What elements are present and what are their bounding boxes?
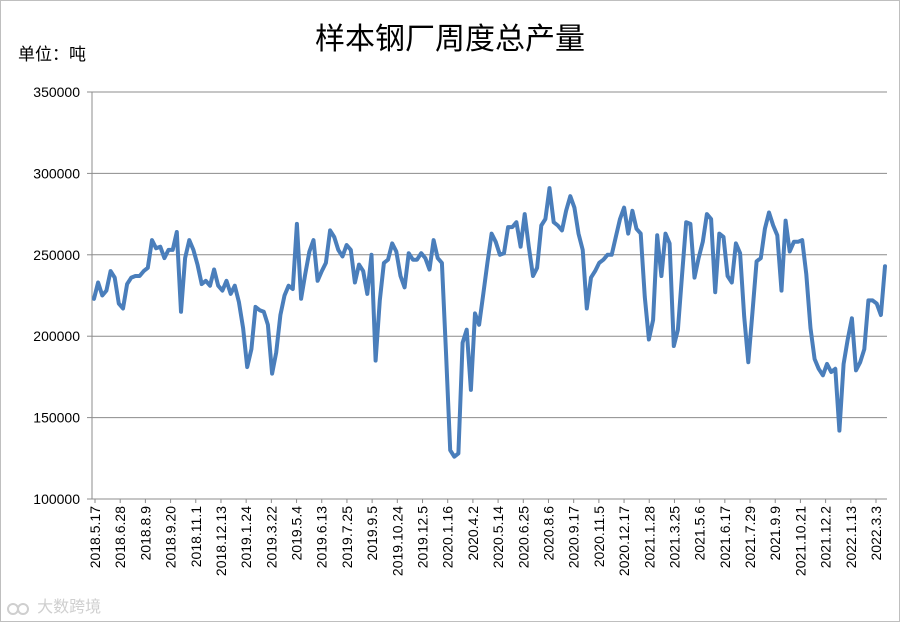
watermark-text: 大数跨境 [37,597,102,616]
x-tick-label: 2021.7.29 [742,506,758,568]
y-tick-label: 150000 [33,410,80,426]
y-tick-label: 250000 [33,247,80,263]
x-tick-label: 2019.7.25 [339,506,355,568]
x-tick-label: 2018.8.9 [137,506,153,561]
x-tick-label: 2022.3.3 [868,506,884,561]
y-tick-label: 200000 [33,328,80,344]
grid-lines [92,91,887,500]
y-tick-label: 350000 [33,84,80,100]
series-line [92,186,887,459]
unit-label: 单位：吨 [18,45,86,65]
series-layer [92,186,887,459]
x-tick-label: 2021.1.28 [641,506,657,568]
x-tick-label: 2020.5.14 [490,506,506,568]
x-tick-label: 2019.5.4 [289,506,305,561]
x-tick-label: 2020.1.16 [440,506,456,568]
x-tick-label: 2019.10.24 [389,506,405,576]
x-tick-label: 2021.10.21 [792,506,808,576]
x-tick-label: 2020.8.6 [540,506,556,561]
x-tick-label: 2018.5.17 [87,506,103,568]
x-tick-label: 2019.9.5 [364,506,380,561]
x-tick-label: 2020.6.25 [515,506,531,568]
logo-icon [7,602,29,615]
x-tick-label: 2019.3.22 [263,506,279,568]
x-tick-label: 2022.1.13 [843,506,859,568]
x-tick-label: 2020.12.17 [616,506,632,576]
x-tick-label: 2021.5.6 [692,506,708,561]
x-tick-label: 2019.12.5 [415,506,431,568]
x-tick-label: 2021.6.17 [717,506,733,568]
x-tick-label: 2021.3.25 [666,506,682,568]
x-tick-label: 2018.11.1 [188,506,204,567]
x-tick-label: 2021.12.2 [818,506,834,568]
x-tick-label: 2018.6.28 [112,506,128,568]
x-tick-label: 2019.1.24 [238,506,254,568]
y-tick-label: 300000 [33,165,80,181]
x-tick-label: 2019.6.13 [314,506,330,568]
x-tick-label: 2021.9.9 [767,506,783,561]
x-tick-label: 2020.4.2 [465,506,481,561]
x-tick-label: 2018.9.20 [163,506,179,568]
x-tick-label: 2018.12.13 [213,506,229,576]
chart-title: 样本钢厂周度总产量 [315,22,585,57]
y-tick-label: 100000 [33,491,80,507]
watermark: 大数跨境 [6,593,101,617]
x-axis: 2018.5.17 2018.6.28 2018.8.9 2018.9.20 2018.… [87,498,887,576]
x-tick-label: 2020.11.5 [591,506,607,567]
y-axis: 350000 300000 250000 200000 150000 100000 [33,84,93,507]
x-tick-label: 2020.9.17 [566,506,582,568]
